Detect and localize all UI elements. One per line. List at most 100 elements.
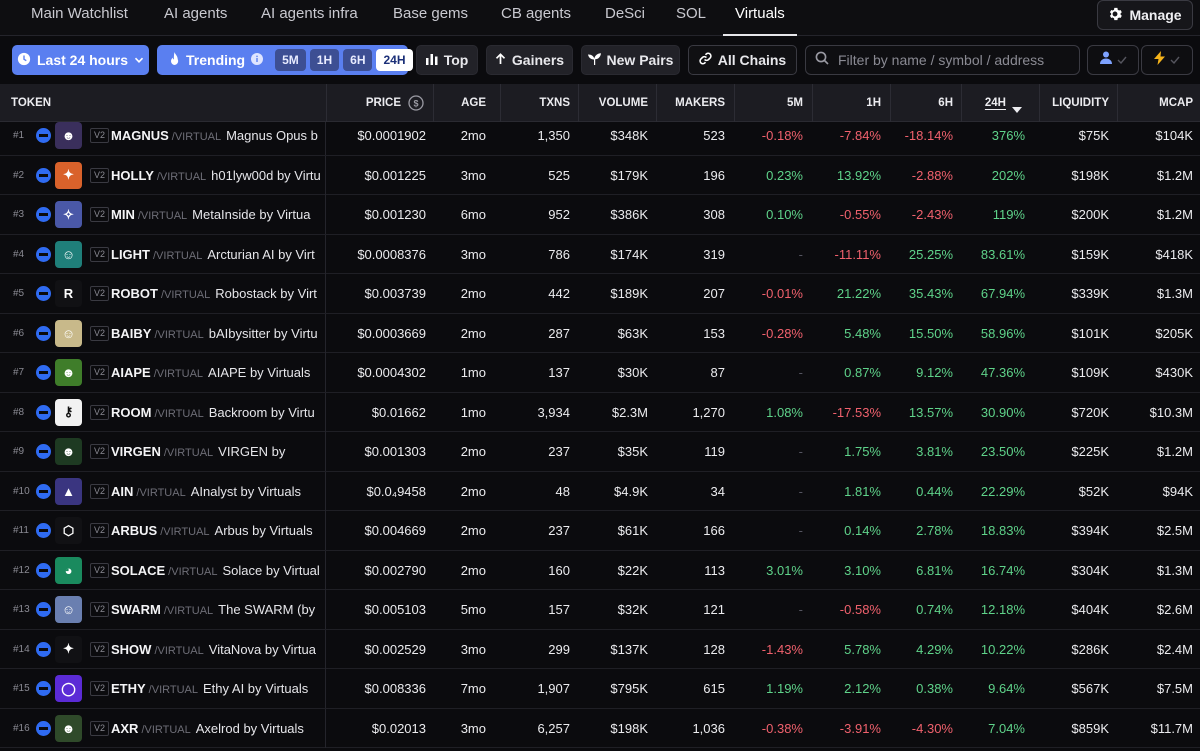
cell-h6: 0.44% [916,483,953,499]
col-header-price[interactable]: PRICE [365,97,401,109]
watchlist-tab-bar: Main Watchlist AI agents AI agents infra… [0,0,1200,36]
cell-volume: $795K [610,681,648,696]
cell-h6: 0.38% [916,681,953,696]
table-row[interactable]: #2 ✦ V2 HOLLY/VIRTUAL h01lyw00d by Virtu $0.0… [0,155,1200,195]
table-row[interactable]: #5 R V2 ROBOT/VIRTUAL Robostack by Virt $0.00… [0,274,1200,314]
token-cell: #16 ☻ V2 AXR/VIRTUAL Axelrod by Virtuals [0,708,326,748]
cell-liquidity: $159K [1071,246,1109,262]
search-input[interactable] [838,52,1073,68]
cell-age: 3mo [460,246,486,262]
table-row[interactable]: #7 ☻ V2 AIAPE/VIRTUAL AIAPE by Virtuals $0.00… [0,353,1200,393]
cell-h1: 3.10% [844,562,881,578]
manage-button[interactable]: Manage [1097,0,1193,30]
cell-volume: $198K [610,720,648,736]
col-header-liquidity[interactable]: LIQUIDITY [1052,97,1109,109]
cell-liquidity: $339K [1071,286,1109,301]
cell-txns: 6,257 [537,720,570,736]
tab-main-watchlist[interactable]: Main Watchlist [31,5,128,22]
rank-label: #16 [13,722,30,734]
table-row[interactable]: #6 ☺ V2 BAIBY/VIRTUAL bAIbysitter by Virtu $0… [0,313,1200,353]
all-chains-button[interactable]: All Chains [688,45,797,75]
rank-label: #7 [13,367,25,378]
profile-filter-button[interactable] [1087,45,1139,75]
table-row[interactable]: #11 ⬡ V2 ARBUS/VIRTUAL Arbus by Virtuals $0.0… [0,511,1200,551]
col-header-5m[interactable]: 5M [787,97,803,109]
cell-h1: 13.92% [836,167,881,183]
tab-ai-agents-infra[interactable]: AI agents infra [261,5,358,22]
cell-liquidity: $304K [1071,562,1109,578]
cell-txns: 287 [548,325,570,341]
cell-liquidity: $404K [1071,602,1109,617]
cell-liquidity: $567K [1071,681,1109,696]
currency-toggle-icon[interactable]: $ [408,95,424,116]
new-pairs-label: New Pairs [606,52,674,68]
col-header-6h[interactable]: 6H [938,97,953,109]
cell-h6: 25.25% [908,246,953,262]
cell-h6: 13.57% [908,404,953,420]
token-symbol: BAIBY [111,325,152,341]
cell-h24: 9.64% [988,681,1025,696]
col-header-volume[interactable]: VOLUME [598,97,648,109]
token-avatar: ☻ [55,438,82,465]
cell-h1: 5.78% [844,641,881,657]
col-header-age[interactable]: AGE [461,97,486,109]
new-pairs-button[interactable]: New Pairs [581,45,680,75]
cell-liquidity: $75K [1078,128,1109,143]
cell-txns: 525 [548,167,570,183]
interval-1h[interactable]: 1H [309,49,340,71]
dex-version-badge: V2 [90,246,110,262]
tab-base-gems[interactable]: Base gems [393,5,469,22]
col-header-mcap[interactable]: MCAP [1159,97,1193,109]
table-row[interactable]: #16 ☻ V2 AXR/VIRTUAL Axelrod by Virtuals $0.0… [0,708,1200,748]
token-cell: #2 ✦ V2 HOLLY/VIRTUAL h01lyw00d by Virtu [0,155,326,195]
cell-h1: 0.87% [844,365,881,380]
table-row[interactable]: #8 ⚷ V2 ROOM/VIRTUAL Backroom by Virtu $0.016… [0,392,1200,432]
cell-h24: 16.74% [980,562,1025,578]
interval-5m[interactable]: 5M [275,49,306,71]
base-chain-icon [36,167,51,183]
cell-m5: -0.18% [761,128,803,143]
table-row[interactable]: #10 ▲ V2 AIN/VIRTUAL AInalyst by Virtuals $0.… [0,471,1200,511]
table-row[interactable]: #1 ☻ V2 MAGNUS/VIRTUAL Magnus Opus b $0.00019… [0,122,1200,156]
col-header-24h[interactable]: 24H [984,97,1006,109]
cell-age: 2mo [460,483,486,499]
table-row[interactable]: #4 ☺ V2 LIGHT/VIRTUAL Arcturian AI by Virt $0… [0,234,1200,274]
col-header-1h[interactable]: 1H [866,97,881,109]
tab-ai-agents[interactable]: AI agents [164,5,228,22]
search-box [805,45,1080,75]
top-label: Top [443,52,469,68]
table-row[interactable]: #12 ◕ V2 SOLACE/VIRTUAL Solace by Virtual $0.… [0,550,1200,590]
cell-makers: 113 [704,562,725,578]
boost-filter-button[interactable] [1141,45,1193,75]
interval-24h[interactable]: 24H [376,49,413,71]
top-button[interactable]: Top [416,45,478,75]
token-label: BAIBY/VIRTUAL bAIbysitter by Virtu [111,314,318,353]
cell-price: $0.001225 [364,167,426,183]
timeframe-label: Last 24 hours [36,52,129,68]
cell-liquidity: $859K [1071,720,1109,736]
token-symbol: ARBUS [111,523,158,538]
col-header-token[interactable]: TOKEN [11,97,52,109]
timeframe-dropdown[interactable]: Last 24 hours [12,45,149,75]
tab-cb-agents[interactable]: CB agents [501,5,572,22]
table-row[interactable]: #15 ◯ V2 ETHY/VIRTUAL Ethy AI by Virtuals $0.… [0,669,1200,709]
col-header-txns[interactable]: TXNS [539,97,570,109]
tab-sol[interactable]: SOL [676,5,707,22]
cell-makers: 196 [703,167,725,183]
token-name: MetaInside by Virtua [192,207,311,222]
tab-desci[interactable]: DeSci [605,5,646,22]
quote-symbol: /VIRTUAL [171,131,222,143]
table-row[interactable]: #3 ✧ V2 MIN/VIRTUAL MetaInside by Virtua $0.0… [0,195,1200,235]
gainers-button[interactable]: Gainers [486,45,573,75]
table-row[interactable]: #14 ✦ V2 SHOW/VIRTUAL VitaNova by Virtua $0.0… [0,629,1200,669]
token-label: AIAPE/VIRTUAL AIAPE by Virtuals [111,353,310,392]
interval-6h[interactable]: 6H [343,49,373,71]
cell-mcap: $2.6M [1156,602,1193,617]
col-header-makers[interactable]: MAKERS [675,97,725,109]
tab-virtuals[interactable]: Virtuals [723,0,797,36]
cell-txns: 952 [548,207,570,222]
trending-filter[interactable]: Trending 5M 1H 6H 24H [157,45,413,75]
token-avatar: ☺ [55,240,82,268]
